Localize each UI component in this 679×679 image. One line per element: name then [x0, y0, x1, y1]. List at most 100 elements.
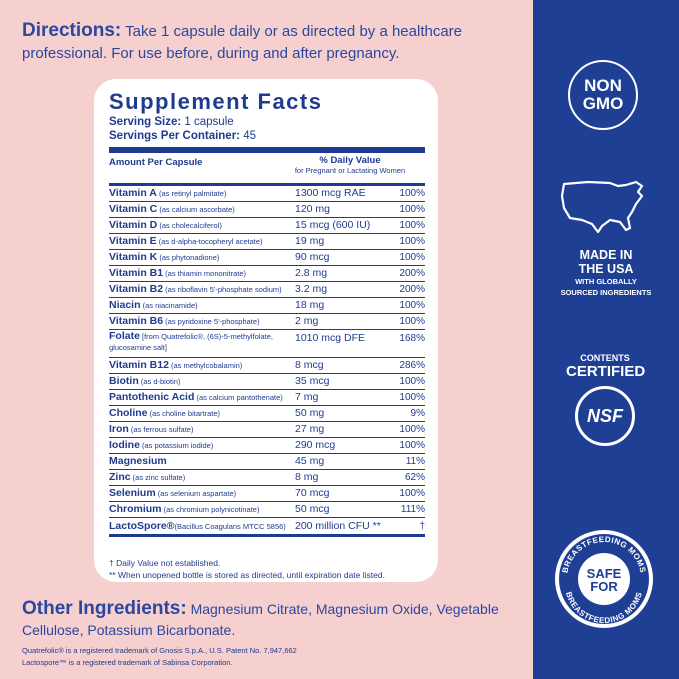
nutrient-rows: Vitamin A (as retinyl palmitate) 1300 mcg…: [109, 186, 425, 534]
trademark-lactospore: Lactospore™ is a registered trademark of…: [22, 658, 233, 667]
safe-for-breastfeeding-badge: BREASTFEEDING MOMS BREASTFEEDING MOMS SA…: [555, 530, 653, 628]
directions-label: Directions:: [22, 20, 122, 41]
usa-map-icon: [560, 180, 644, 234]
nutrient-amount: 3.2 mg: [295, 283, 328, 295]
nutrient-amount: 200 million CFU **: [295, 519, 381, 532]
nutrient-amount: 1010 mcg DFE: [295, 332, 366, 344]
nutrient-name: Vitamin K (as phytonadione): [109, 251, 220, 263]
supplement-facts-panel: Supplement Facts Serving Size: 1 capsule…: [94, 79, 438, 582]
directions-block: Directions: Take 1 capsule daily or as d…: [22, 20, 522, 65]
other-ingredients-label: Other Ingredients:: [22, 598, 187, 619]
nutrient-amount: 2.8 mg: [295, 267, 328, 279]
nutrient-row: Folate [from Quatrefolic®, (6S)-5-methyl…: [109, 330, 425, 358]
nutrient-amount: 50 mcg: [295, 503, 330, 515]
nutrient-row: LactoSpore®(Bacillus Coagulans MTCC 5856…: [109, 518, 425, 534]
nutrient-daily-value: 100%: [399, 220, 425, 231]
servings-per-container: Servings Per Container: 45: [109, 130, 257, 142]
nutrient-row: Vitamin K (as phytonadione) 90 mcg 100%: [109, 250, 425, 266]
nutrient-amount: 50 mg: [295, 407, 325, 419]
nutrient-row: Vitamin B1 (as thiamin mononitrate) 2.8 m…: [109, 266, 425, 282]
other-ingredients: Other Ingredients: Magnesium Citrate, Ma…: [22, 598, 527, 641]
nutrient-amount: 18 mg: [295, 299, 325, 311]
nutrient-daily-value: 100%: [399, 204, 425, 215]
nutrient-row: Vitamin C (as calcium ascorbate) 120 mg 10…: [109, 202, 425, 218]
nutrient-daily-value: 100%: [399, 316, 425, 327]
footnote-dagger: † Daily Value not established.: [109, 558, 221, 568]
nutrient-daily-value: 200%: [399, 284, 425, 295]
nutrient-daily-value: 100%: [399, 440, 425, 451]
nutrient-row: Niacin (as niacinamide) 18 mg 100%: [109, 298, 425, 314]
nutrient-name: Vitamin B6 (as pyridoxine 5'-phosphate): [109, 315, 260, 327]
nutrient-daily-value: 100%: [399, 300, 425, 311]
nutrient-daily-value: †: [419, 520, 425, 532]
nutrient-amount: 120 mg: [295, 203, 331, 215]
made-in-usa-badge: MADE IN THE USA WITH GLOBALLY SOURCED IN…: [560, 248, 652, 297]
nutrient-amount: 19 mg: [295, 235, 325, 247]
nutrient-name: Vitamin C (as calcium ascorbate): [109, 203, 235, 215]
footnote-storage: ** When unopened bottle is stored as dir…: [109, 570, 385, 580]
nutrient-name: Folate [from Quatrefolic®, (6S)-5-methyl…: [109, 331, 273, 352]
nutrient-row: Chromium (as chromium polynicotinate) 50 …: [109, 502, 425, 518]
nutrient-amount: 90 mcg: [295, 251, 330, 263]
nsf-certified-badge: CONTENTS CERTIFIED NSF: [566, 353, 645, 446]
nutrient-row: Choline (as choline bitartrate) 50 mg 9%: [109, 406, 425, 422]
nutrient-amount: 8 mcg: [295, 359, 324, 371]
non-gmo-badge: NON GMO: [568, 60, 638, 130]
nutrient-amount: 7 mg: [295, 391, 319, 403]
nutrient-row: Iron (as ferrous sulfate) 27 mg 100%: [109, 422, 425, 438]
serving-size: Serving Size: 1 capsule: [109, 116, 234, 128]
nutrient-row: Biotin (as d-biotin) 35 mcg 100%: [109, 374, 425, 390]
nutrient-row: Selenium (as selenium aspartate) 70 mcg 10…: [109, 486, 425, 502]
daily-value-header: % Daily Value for Pregnant or Lactating …: [294, 155, 406, 175]
nutrient-daily-value: 100%: [399, 188, 425, 199]
nutrient-amount: 1300 mcg RAE: [295, 187, 366, 199]
nutrient-row: Vitamin B2 (as riboflavin 5'-phosphate s…: [109, 282, 425, 298]
nutrient-daily-value: 62%: [404, 472, 425, 483]
nutrient-daily-value: 111%: [400, 504, 425, 515]
nutrient-row: Vitamin A (as retinyl palmitate) 1300 mcg…: [109, 186, 425, 202]
nutrient-daily-value: 100%: [399, 488, 425, 499]
nutrient-row: Vitamin E (as d-alpha-tocopheryl acetate…: [109, 234, 425, 250]
nutrient-row: Zinc (as zinc sulfate) 8 mg 62%: [109, 470, 425, 486]
other-ingredients-text: Magnesium Citrate, Magnesium Oxide, Vege…: [22, 601, 499, 638]
nutrient-name: LactoSpore®(Bacillus Coagulans MTCC 5856…: [109, 519, 286, 532]
nutrient-amount: 8 mg: [295, 471, 319, 483]
nutrient-daily-value: 11%: [405, 456, 425, 467]
nutrient-daily-value: 9%: [410, 408, 425, 419]
trademark-notes: Quatrefolic® is a registered trademark o…: [22, 645, 297, 669]
nutrient-name: Iron (as ferrous sulfate): [109, 423, 194, 435]
nutrient-daily-value: 100%: [399, 376, 425, 387]
safe-text: SAFE: [587, 566, 622, 581]
nutrient-name: Vitamin B12 (as methylcobalamin): [109, 359, 243, 371]
nutrient-name: Selenium (as selenium aspartate): [109, 487, 237, 499]
nutrient-daily-value: 200%: [399, 268, 425, 279]
nutrient-daily-value: 168%: [399, 333, 425, 344]
footnotes: † Daily Value not established. ** When u…: [109, 557, 425, 581]
divider-mid: [109, 183, 425, 186]
nutrient-amount: 45 mg: [295, 455, 325, 467]
nutrient-name: Magnesium: [109, 455, 167, 467]
nutrient-name: Chromium (as chromium polynicotinate): [109, 503, 260, 515]
nutrient-daily-value: 100%: [399, 392, 425, 403]
trademark-quatrefolic: Quatrefolic® is a registered trademark o…: [22, 646, 297, 655]
nutrient-name: Zinc (as zinc sulfate): [109, 471, 186, 483]
nutrient-name: Vitamin B2 (as riboflavin 5'-phosphate s…: [109, 283, 282, 295]
for-text: FOR: [590, 579, 618, 594]
nutrient-amount: 70 mcg: [295, 487, 330, 499]
nsf-logo-icon: NSF: [575, 386, 635, 446]
divider-bottom: [109, 534, 425, 537]
nutrient-row: Vitamin D (as cholecalciferol) 15 mcg (60…: [109, 218, 425, 234]
divider-thick: [109, 147, 425, 153]
nutrient-row: Magnesium 45 mg 11%: [109, 454, 425, 470]
nutrient-name: Vitamin B1 (as thiamin mononitrate): [109, 267, 247, 279]
nutrient-amount: 2 mg: [295, 315, 319, 327]
nutrient-amount: 35 mcg: [295, 375, 330, 387]
facts-header: Amount Per Capsule % Daily Value for Pre…: [109, 153, 425, 183]
nutrient-daily-value: 286%: [399, 360, 425, 371]
facts-title: Supplement Facts: [109, 89, 323, 114]
nutrient-amount: 27 mg: [295, 423, 325, 435]
nutrient-name: Vitamin A (as retinyl palmitate): [109, 187, 227, 199]
nutrient-row: Vitamin B6 (as pyridoxine 5'-phosphate) 2…: [109, 314, 425, 330]
nutrient-daily-value: 100%: [399, 252, 425, 263]
nutrient-daily-value: 100%: [399, 236, 425, 247]
